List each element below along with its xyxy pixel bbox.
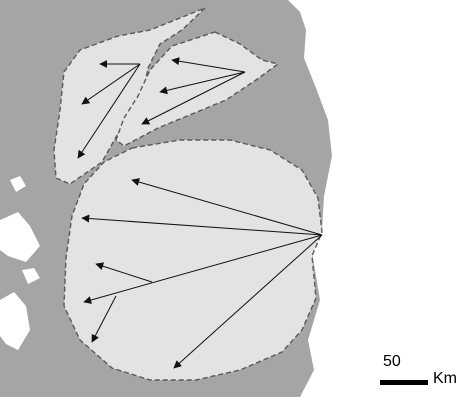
water-patch (0, 292, 30, 350)
arrow (131, 178, 323, 236)
arrow (173, 234, 323, 369)
zone-northwest (53, 7, 206, 185)
arrow (171, 57, 246, 73)
zone-south (63, 139, 323, 381)
arrow (81, 214, 323, 236)
arrow (83, 234, 323, 304)
water-patch (22, 268, 40, 284)
water-patch (0, 212, 40, 262)
arrow (159, 71, 246, 95)
scale-bar-value: 50 (383, 353, 401, 370)
arrow (141, 71, 246, 125)
arrow (81, 63, 141, 105)
island (278, 66, 296, 82)
arrow (95, 262, 153, 283)
water-patch (10, 176, 26, 192)
zone-northeast (115, 31, 280, 147)
arrow (91, 295, 117, 343)
island (270, 92, 280, 102)
arrow (77, 63, 141, 159)
island (300, 146, 326, 170)
scale-bar (380, 380, 428, 385)
scale-bar-unit: Km (433, 370, 457, 387)
